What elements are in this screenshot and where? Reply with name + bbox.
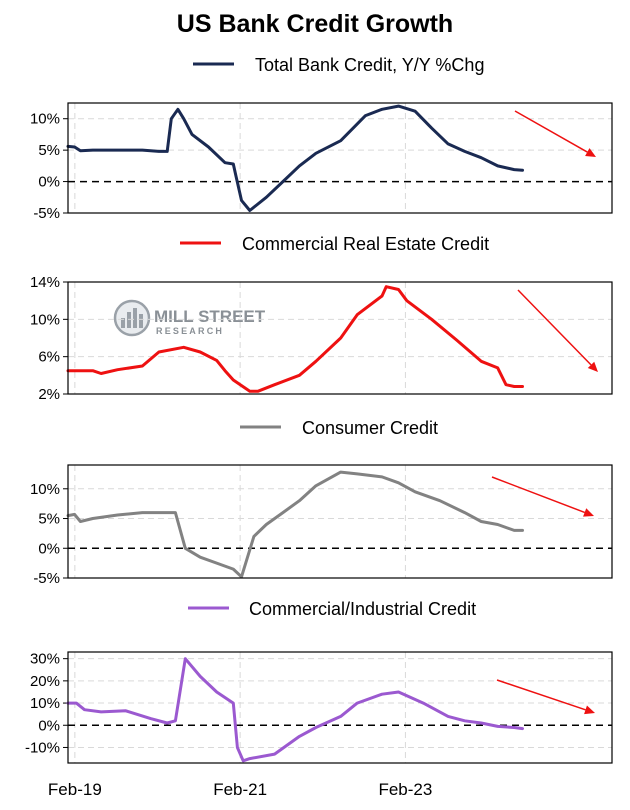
y-tick-label: 10% (30, 481, 60, 498)
y-tick-label: 10% (30, 311, 60, 328)
trend-arrow-total-bank-credit (514, 110, 588, 153)
legend-label-consumer-credit: Consumer Credit (302, 418, 438, 438)
watermark-line-2: RESEARCH (156, 326, 224, 336)
series-line-commercial-real-estate (66, 285, 524, 393)
panel-commercial-real-estate: 2% 6% 10% 14% (30, 274, 613, 403)
panel-frame (67, 281, 613, 395)
trend-arrow-head (583, 508, 594, 517)
y-tick-label: 30% (30, 651, 60, 668)
y-tick-label: 20% (30, 673, 60, 690)
series-line-commercial-industrial (66, 657, 524, 763)
panel-frame (67, 102, 613, 214)
panel-consumer-credit: -5% 0% 5% 10% (30, 464, 613, 587)
panel-frame (67, 464, 613, 579)
trend-arrow-head (584, 705, 595, 715)
y-tick-label: -5% (33, 205, 60, 222)
panel-commercial-industrial: -10% 0% 10% 20% 30% (25, 651, 613, 764)
trend-arrow-commercial-industrial (496, 679, 586, 711)
trend-arrow-head (587, 361, 598, 372)
x-tick-label: Feb-23 (378, 780, 432, 799)
y-tick-label: -10% (25, 739, 60, 756)
legend-label-commercial-real-estate: Commercial Real Estate Credit (242, 234, 489, 254)
y-tick-label: 14% (30, 274, 60, 291)
series-line-total-bank-credit (66, 104, 524, 212)
mill-street-logo: MILL STREET RESEARCH (113, 299, 266, 337)
y-tick-label: 6% (38, 349, 60, 366)
chart-panels: -5%0%5%10%2%6%10%14%-5%0%5%10%-10%0%10%2… (25, 102, 613, 799)
watermark-line-1: MILL STREET (154, 307, 266, 326)
y-tick-label: 5% (38, 142, 60, 159)
y-tick-label: -5% (33, 570, 60, 587)
panel-frame (67, 651, 613, 764)
y-tick-label: 2% (38, 386, 60, 403)
trend-arrow-consumer-credit (491, 476, 585, 514)
trend-arrow-head (585, 148, 596, 157)
y-tick-label: 10% (30, 695, 60, 712)
x-tick-label: Feb-19 (48, 780, 102, 799)
y-tick-label: 0% (38, 540, 60, 557)
y-tick-label: 5% (38, 511, 60, 528)
panel-total-bank-credit: -5% 0% 5% 10% (30, 102, 613, 222)
x-tick-label: Feb-21 (213, 780, 267, 799)
y-tick-label: 0% (38, 717, 60, 734)
series-line-consumer-credit (66, 470, 524, 579)
chart-title: US Bank Credit Growth (177, 10, 453, 38)
legend-label-commercial-industrial: Commercial/Industrial Credit (249, 599, 476, 619)
y-tick-label: 10% (30, 111, 60, 128)
y-tick-label: 0% (38, 174, 60, 191)
legend-label-total-bank-credit: Total Bank Credit, Y/Y %Chg (255, 55, 484, 75)
trend-arrow-commercial-real-estate (517, 289, 592, 366)
